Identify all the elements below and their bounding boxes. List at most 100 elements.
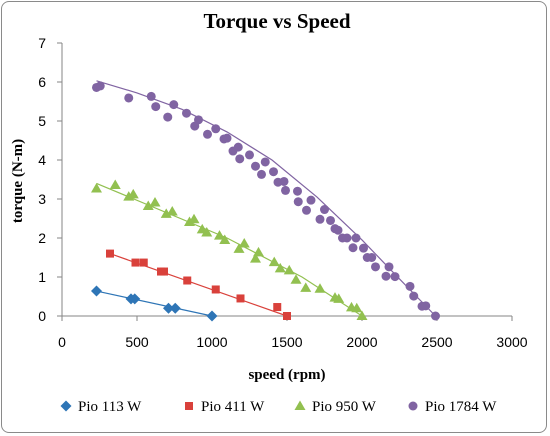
data-point-series-2 <box>160 267 168 276</box>
data-point-series-4 <box>293 197 303 207</box>
data-point-series-3 <box>268 256 280 267</box>
data-point-series-3 <box>290 274 302 284</box>
data-point-series-4 <box>182 108 191 118</box>
data-point-series-4 <box>371 262 380 272</box>
legend-marker-series-4 <box>408 401 418 411</box>
legend: Pio 113 W Pio 411 W Pio 950 W Pio 1784 W <box>60 399 497 415</box>
data-point-series-4 <box>124 93 134 103</box>
data-point-series-3 <box>142 200 154 211</box>
data-point-series-3 <box>333 293 345 303</box>
data-point-series-4 <box>233 142 243 152</box>
x-tick-label: 3000 <box>496 334 527 350</box>
data-point-series-3 <box>184 216 195 227</box>
data-point-series-3 <box>250 253 261 263</box>
x-tick-label: 1000 <box>196 334 227 350</box>
data-point-series-1 <box>163 302 174 314</box>
trendline-series-4 <box>96 80 436 317</box>
data-point-series-4 <box>260 157 270 167</box>
data-point-series-4 <box>421 301 431 311</box>
data-point-series-3 <box>238 237 250 248</box>
y-tick-label: 6 <box>38 74 46 90</box>
data-point-series-3 <box>253 246 264 257</box>
data-point-series-4 <box>384 262 394 272</box>
data-point-series-3 <box>127 188 139 199</box>
y-tick-label: 4 <box>38 152 46 168</box>
x-tick-label: 500 <box>125 334 149 350</box>
data-point-series-4 <box>151 102 161 112</box>
legend-label-series-1: Pio 113 W <box>78 399 142 415</box>
x-tick-label: 2500 <box>421 334 452 350</box>
data-point-series-4 <box>194 115 203 125</box>
data-point-series-2 <box>273 303 282 312</box>
data-point-series-4 <box>381 271 391 281</box>
data-point-series-4 <box>390 272 400 282</box>
data-point-series-2 <box>131 258 140 267</box>
data-point-series-4 <box>257 169 266 179</box>
data-point-series-3 <box>314 283 326 293</box>
data-point-series-2 <box>283 312 291 320</box>
data-point-series-4 <box>211 124 221 134</box>
data-point-series-3 <box>351 302 363 313</box>
data-point-series-2 <box>211 285 220 294</box>
data-point-series-4 <box>269 167 278 177</box>
y-axis-title: torque (N-m) <box>10 139 26 223</box>
trendlines <box>96 80 436 317</box>
data-point-series-3 <box>214 230 225 240</box>
data-point-series-4 <box>235 154 245 164</box>
data-point-series-3 <box>166 205 178 216</box>
y-tick-label: 3 <box>38 191 46 207</box>
data-point-series-4 <box>333 225 343 235</box>
data-point-series-1 <box>91 285 102 297</box>
data-point-series-3 <box>300 282 312 292</box>
data-point-series-4 <box>367 253 377 262</box>
trendline-series-3 <box>96 182 363 317</box>
y-tick-label: 2 <box>38 230 46 246</box>
data-point-series-4 <box>279 176 289 186</box>
trendline-series-1 <box>96 290 213 317</box>
y-tick-label: 0 <box>38 308 46 324</box>
data-point-series-4 <box>348 243 358 253</box>
x-tick-label: 1500 <box>271 334 302 350</box>
y-tick-label: 7 <box>38 35 46 51</box>
data-point-series-4 <box>251 161 260 171</box>
data-point-series-4 <box>405 281 415 291</box>
legend-marker-series-1 <box>60 400 72 412</box>
data-point-series-3 <box>109 179 121 189</box>
data-point-series-4 <box>409 291 419 301</box>
data-point-series-2 <box>236 294 245 303</box>
data-point-series-3 <box>274 262 286 273</box>
data-point-series-4 <box>359 243 368 253</box>
data-point-series-4 <box>169 100 179 110</box>
data-point-series-2 <box>106 249 114 258</box>
data-point-series-3 <box>283 264 295 275</box>
data-markers <box>91 81 440 322</box>
legend-label-series-3: Pio 950 W <box>312 399 377 415</box>
data-point-series-1 <box>169 302 181 314</box>
y-tick-label: 1 <box>38 269 46 285</box>
data-point-series-2 <box>183 276 192 285</box>
data-point-series-4 <box>203 129 212 139</box>
data-point-series-4 <box>302 205 311 215</box>
data-point-series-4 <box>146 91 156 101</box>
legend-marker-series-3 <box>294 400 306 410</box>
data-point-series-4 <box>320 205 329 215</box>
data-point-series-4 <box>351 233 361 243</box>
legend-label-series-2: Pio 411 W <box>201 399 265 415</box>
x-tick-label: 0 <box>58 334 66 350</box>
data-point-series-1 <box>129 293 141 305</box>
data-point-series-1 <box>206 310 218 322</box>
data-point-series-4 <box>163 112 173 122</box>
data-point-series-3 <box>356 310 368 320</box>
x-axis-title: speed (rpm) <box>248 367 325 383</box>
x-tick-label: 2000 <box>346 334 377 350</box>
data-point-series-3 <box>91 182 102 193</box>
y-tick-label: 5 <box>38 113 46 129</box>
data-point-series-4 <box>315 214 325 224</box>
data-point-series-4 <box>326 215 335 225</box>
data-point-series-4 <box>95 81 105 91</box>
chart-title: Torque vs Speed <box>203 9 350 33</box>
data-point-series-3 <box>201 227 213 237</box>
data-point-series-3 <box>219 234 231 244</box>
data-point-series-4 <box>306 195 316 205</box>
